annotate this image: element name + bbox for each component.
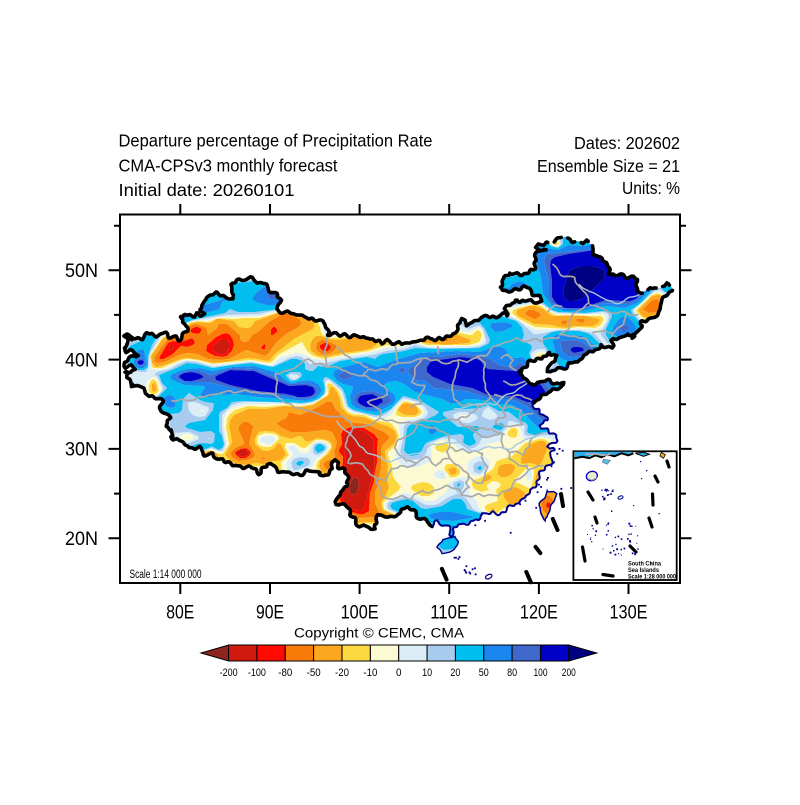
svg-text:-200: -200 — [220, 667, 238, 679]
svg-text:Scale 1:28 000 000: Scale 1:28 000 000 — [628, 574, 676, 581]
svg-text:10: 10 — [422, 667, 432, 679]
svg-text:-10: -10 — [363, 667, 377, 679]
svg-text:80E: 80E — [166, 603, 194, 624]
svg-text:South China: South China — [628, 561, 661, 568]
svg-text:40N: 40N — [65, 350, 98, 371]
svg-text:Scale 1:14 000 000: Scale 1:14 000 000 — [130, 569, 202, 581]
svg-text:Initial date: 20260101: Initial date: 20260101 — [119, 180, 295, 200]
svg-text:Sea Islands: Sea Islands — [628, 567, 659, 574]
svg-text:110E: 110E — [430, 603, 468, 624]
svg-text:Departure percentage of Precip: Departure percentage of Precipitation Ra… — [119, 131, 433, 151]
svg-text:100: 100 — [534, 667, 548, 679]
svg-text:20: 20 — [450, 667, 460, 679]
svg-text:90E: 90E — [256, 603, 284, 624]
svg-text:Copyright © CEMC, CMA: Copyright © CEMC, CMA — [294, 626, 464, 641]
svg-text:-20: -20 — [335, 667, 349, 679]
svg-text:Ensemble Size = 21: Ensemble Size = 21 — [537, 156, 680, 176]
svg-text:100E: 100E — [341, 603, 379, 624]
svg-text:120E: 120E — [520, 603, 558, 624]
svg-text:Dates: 202602: Dates: 202602 — [574, 133, 680, 153]
svg-text:30N: 30N — [65, 440, 98, 461]
svg-text:-50: -50 — [307, 667, 321, 679]
svg-text:20N: 20N — [65, 529, 98, 550]
svg-text:50: 50 — [479, 667, 489, 679]
svg-text:130E: 130E — [610, 603, 648, 624]
svg-text:50N: 50N — [65, 261, 98, 282]
svg-text:-80: -80 — [278, 667, 292, 679]
svg-text:-100: -100 — [248, 667, 266, 679]
svg-text:80: 80 — [507, 667, 517, 679]
svg-text:200: 200 — [562, 667, 576, 679]
svg-text:0: 0 — [396, 667, 402, 679]
svg-text:CMA-CPSv3 monthly forecast: CMA-CPSv3 monthly forecast — [119, 156, 338, 176]
svg-text:Units: %: Units: % — [622, 178, 680, 198]
